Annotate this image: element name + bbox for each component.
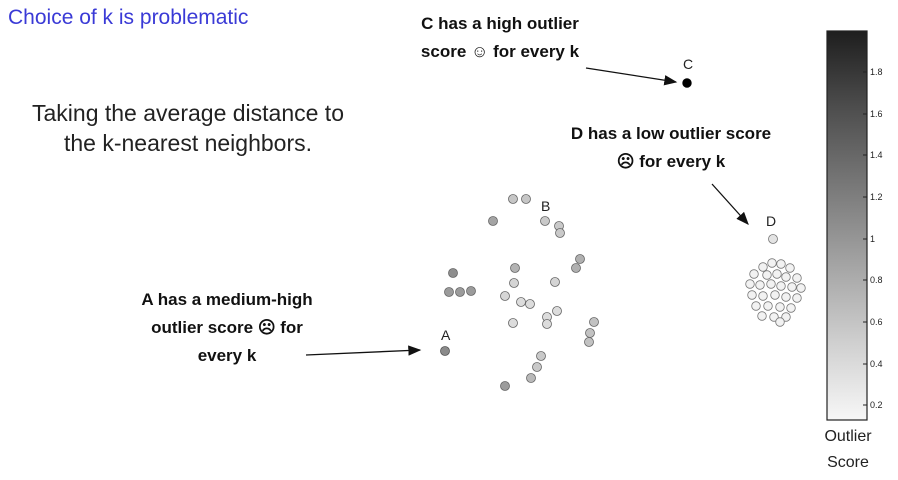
colorbar-tick-label: 1.4 [870,150,883,160]
cluster-point [776,259,786,269]
annotation-d-line-2: ☹ for every k [616,152,726,171]
cluster-point [767,258,777,268]
cluster-point [521,194,531,204]
arrow-to-d [711,183,749,225]
arrow-to-c [585,67,678,86]
cluster-point [758,291,768,301]
colorbar-ticks [863,71,867,406]
cluster-point [525,299,535,309]
cluster-point [500,381,510,391]
cluster-point [516,297,526,307]
cluster-point [770,290,780,300]
annotation-c-line-1: C has a high outlier [421,14,579,33]
cluster-point [772,269,782,279]
annotation-a-line-1: A has a medium-high [141,290,313,309]
colorbar-title-line-2: Score [827,454,869,471]
cluster-point [796,283,806,293]
cluster-point [536,351,546,361]
colorbar-tick-label: 1.8 [870,67,883,77]
cluster-point [508,318,518,328]
annotation-c-line-2: score ☺ for every k [420,42,580,61]
colorbar-tick-label: 0.8 [870,275,883,285]
cluster-point [509,278,519,288]
cluster-point [757,311,767,321]
colorbar-tick-label: 0.2 [870,400,883,410]
cluster-point [775,302,785,312]
cluster-point [781,312,791,322]
description-line-1: Taking the average distance to [32,100,344,126]
sparse-cluster [444,194,599,391]
cluster-point [500,291,510,301]
cluster-point [769,312,779,322]
slide-description: Taking the average distance to the k-nea… [4,98,372,158]
point-c [682,78,692,88]
colorbar-tick-label: 1 [870,234,875,244]
cluster-point [781,272,791,282]
point-label-b: B [541,198,550,214]
annotation-c: C has a high outlier score ☺ for every k [400,10,600,66]
cluster-point [488,216,498,226]
cluster-point [555,228,565,238]
colorbar-tick-label: 1.6 [870,109,883,119]
colorbar-title-line-1: Outlier [824,428,872,445]
annotation-a: A has a medium-high outlier score ☹ for … [110,286,344,370]
cluster-point [747,290,757,300]
cluster-point [575,254,585,264]
cluster-point [448,268,458,278]
annotation-d-line-1: D has a low outlier score [570,124,772,143]
cluster-point [787,282,797,292]
cluster-point [550,277,560,287]
cluster-point [785,263,795,273]
cluster-point [792,273,802,283]
cluster-point [542,319,552,329]
point-label-a: A [441,327,451,343]
description-line-2: the k-nearest neighbors. [63,130,313,156]
cluster-point [755,280,765,290]
dense-cluster [745,258,806,327]
cluster-point [508,194,518,204]
colorbar [826,30,868,421]
cluster-point [585,328,595,338]
cluster-point [766,279,776,289]
cluster-point [792,293,802,303]
slide-title: Choice of k is problematic [8,6,249,29]
cluster-point [589,317,599,327]
cluster-point [552,306,562,316]
cluster-point [781,292,791,302]
cluster-point [455,287,465,297]
cluster-point [466,286,476,296]
cluster-point [763,301,773,311]
cluster-point [749,269,759,279]
cluster-point [751,301,761,311]
point-label-d: D [766,213,776,229]
cluster-point [762,270,772,280]
point-label-c: C [683,56,693,72]
cluster-point [584,337,594,347]
point-d [768,234,778,244]
cluster-point [532,362,542,372]
colorbar-tick-label: 0.6 [870,317,883,327]
cluster-point [745,279,755,289]
colorbar-tick-label: 1.2 [870,192,883,202]
cluster-point [540,216,550,226]
cluster-point [776,281,786,291]
cluster-point [510,263,520,273]
annotation-d: D has a low outlier score ☹ for every k [548,120,794,176]
annotation-a-line-3: every k [197,346,257,365]
cluster-point [786,303,796,313]
annotation-a-line-2: outlier score ☹ for [151,318,303,337]
colorbar-title: Outlier Score [812,424,884,476]
cluster-point [775,317,785,327]
arrow-to-a [305,345,422,356]
point-a [440,346,450,356]
cluster-point [571,263,581,273]
colorbar-tick-label: 0.4 [870,359,883,369]
cluster-point [444,287,454,297]
cluster-point [758,262,768,272]
cluster-point [526,373,536,383]
